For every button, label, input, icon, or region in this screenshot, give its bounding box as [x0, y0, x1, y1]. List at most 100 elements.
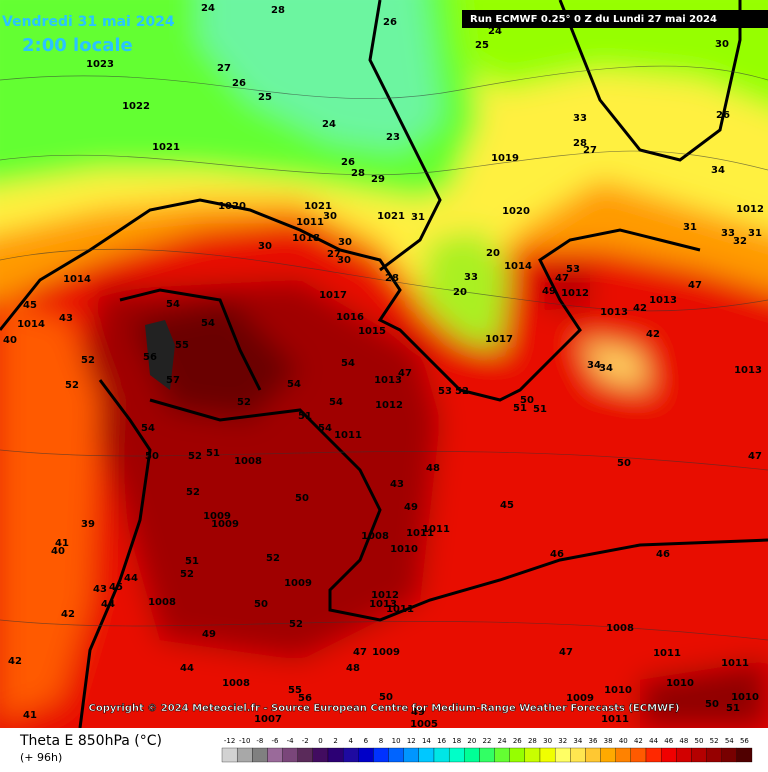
color-swatch [630, 747, 647, 763]
color-swatch [736, 747, 753, 763]
map-label: 33 [573, 113, 587, 124]
map-label: 1016 [336, 312, 364, 323]
field-title: Theta E 850hPa (°C) [19, 733, 162, 749]
map-label: 1013 [369, 599, 397, 610]
map-label: 52 [266, 553, 280, 564]
legend-label: 36 [589, 737, 598, 745]
map-label: 31 [411, 212, 425, 223]
legend-label: 46 [664, 737, 673, 745]
map-label: 53 [566, 264, 580, 275]
color-swatch [524, 747, 541, 763]
map-label: 1011 [653, 648, 681, 659]
map-label: 50 [520, 395, 534, 406]
color-swatch [660, 747, 677, 763]
map-label: 1009 [372, 647, 400, 658]
map-label: 1013 [734, 365, 762, 376]
color-swatch [479, 747, 495, 763]
forecast-date: Vendredi 31 mai 2024 [2, 14, 175, 30]
map-label: 1010 [390, 544, 418, 555]
map-label: 29 [371, 174, 385, 185]
legend-label: 54 [725, 737, 734, 745]
map-label: 1011 [334, 430, 362, 441]
map-label: 41 [55, 538, 69, 549]
legend-label: 24 [498, 737, 507, 745]
map-label: 1009 [203, 511, 231, 522]
legend-label: 16 [437, 737, 446, 745]
coastlines [0, 0, 768, 729]
map-label: 34 [587, 360, 601, 371]
map-label: 1012 [371, 590, 399, 601]
map-label: 1023 [86, 59, 114, 70]
map-label: 50 [617, 458, 631, 469]
map-label: 51 [513, 403, 527, 414]
legend-label: 22 [483, 737, 492, 745]
map-label: 1018 [292, 233, 320, 244]
map-label: 49 [404, 502, 418, 513]
map-label: 49 [411, 707, 425, 718]
map-label: 52 [237, 397, 251, 408]
copyright: Copyright © 2024 Meteociel.fr - Source E… [89, 703, 680, 714]
map-label: 54 [341, 358, 355, 369]
map-label: 1012 [375, 400, 403, 411]
map-label: 50 [295, 493, 309, 504]
map-label: 40 [51, 546, 65, 557]
map-label: 48 [426, 463, 440, 474]
forecast-time: 2:00 locale [22, 35, 133, 56]
legend-label: 32 [558, 737, 567, 745]
map-label: 44 [180, 663, 194, 674]
map-label: 1010 [604, 685, 632, 696]
map-label: 42 [8, 656, 22, 667]
color-swatch [221, 747, 238, 763]
map-label: 51 [298, 411, 312, 422]
map-label: 25 [475, 40, 489, 51]
map-label: 26 [383, 17, 397, 28]
map-label: 46 [656, 549, 670, 560]
map-label: 1011 [296, 217, 324, 228]
color-swatch [585, 747, 601, 763]
color-swatch [342, 747, 359, 763]
map-label: 54 [141, 423, 155, 434]
legend-label: 50 [695, 737, 704, 745]
color-swatch [509, 747, 526, 763]
map-label: 56 [298, 693, 312, 704]
map-label: 52 [186, 487, 200, 498]
map-label: 1011 [386, 604, 414, 615]
dark-patch [145, 320, 175, 390]
map-label: 50 [379, 692, 393, 703]
color-swatch [373, 747, 389, 763]
map-label: 1013 [600, 307, 628, 318]
map-label: 57 [166, 375, 180, 386]
map-label: 54 [287, 379, 301, 390]
legend-label: -6 [272, 737, 280, 745]
legend-label: 2 [333, 737, 337, 745]
map-labels: 1023 1022 1021 1020 1021 1011 1018 1021 1020 1019… [3, 3, 764, 730]
legend-label: -10 [239, 737, 250, 745]
map-label: 52 [180, 569, 194, 580]
legend-label: 20 [467, 737, 476, 745]
color-swatch [267, 747, 283, 763]
map-label: 51 [533, 404, 547, 415]
map-label: 55 [288, 685, 302, 696]
map-label: 40 [3, 335, 17, 346]
map-label: 47 [398, 368, 412, 379]
map-label: 44 [101, 599, 115, 610]
map-label: 54 [318, 423, 332, 434]
map-label: 23 [386, 132, 400, 143]
color-swatch [645, 747, 662, 763]
color-swatch [358, 747, 374, 763]
map-label: 28 [385, 273, 399, 284]
map-label: 1019 [491, 153, 519, 164]
run-info: Run ECMWF 0.25° 0 Z du Lundi 27 mai 2024 [470, 14, 717, 25]
map-label: 52 [289, 619, 303, 630]
map-label: 47 [688, 280, 702, 291]
map-label: 52 [455, 386, 469, 397]
map-label: 45 [500, 500, 514, 511]
color-swatch [706, 747, 722, 763]
legend-label: -12 [224, 737, 235, 745]
map-label: 1022 [122, 101, 150, 112]
map-label: 1011 [422, 524, 450, 535]
color-swatch [297, 747, 314, 763]
map-label: 1013 [374, 375, 402, 386]
map-label: 44 [124, 573, 138, 584]
color-swatch [252, 747, 268, 763]
